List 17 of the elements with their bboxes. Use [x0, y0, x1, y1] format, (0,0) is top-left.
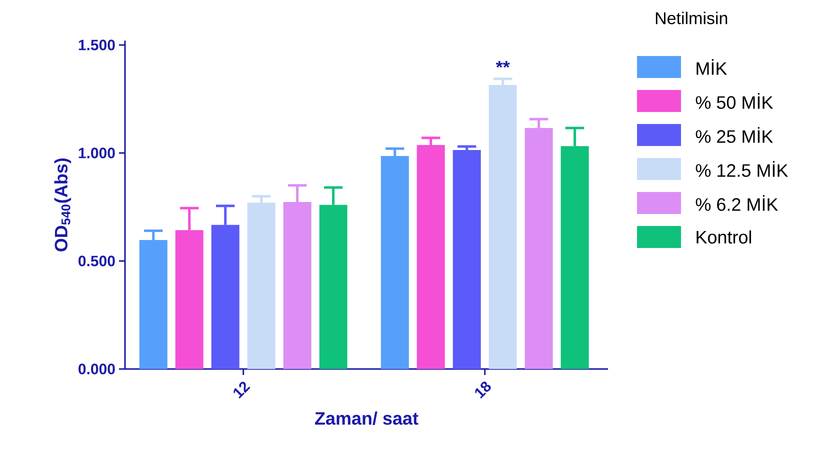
bar [452, 150, 481, 369]
legend-title: Netilmisin [656, 12, 728, 24]
y-axis-title: OD$_{540}$(Abs) [54, 158, 72, 252]
x-tick-label: 12 [234, 382, 250, 399]
annotation: ** [496, 60, 510, 68]
legend-label: MİK [696, 59, 728, 75]
legend-label: Kontrol [696, 230, 752, 244]
x-axis-title: Zaman/ saat [315, 412, 418, 425]
legend-label: % 25 MİK [696, 127, 774, 143]
legend-label: % 50 MİK [696, 93, 774, 109]
y-tick-label: 1.000 [78, 148, 115, 158]
legend-label: % 12.5 MİK [696, 161, 788, 177]
legend-label: % 6.2 MİK [696, 195, 778, 211]
y-tick-label: 0.500 [78, 256, 115, 266]
y-tick-label: 0.000 [78, 364, 115, 374]
y-tick-label: 1.500 [78, 40, 115, 50]
x-tick-label: 18 [475, 382, 491, 399]
